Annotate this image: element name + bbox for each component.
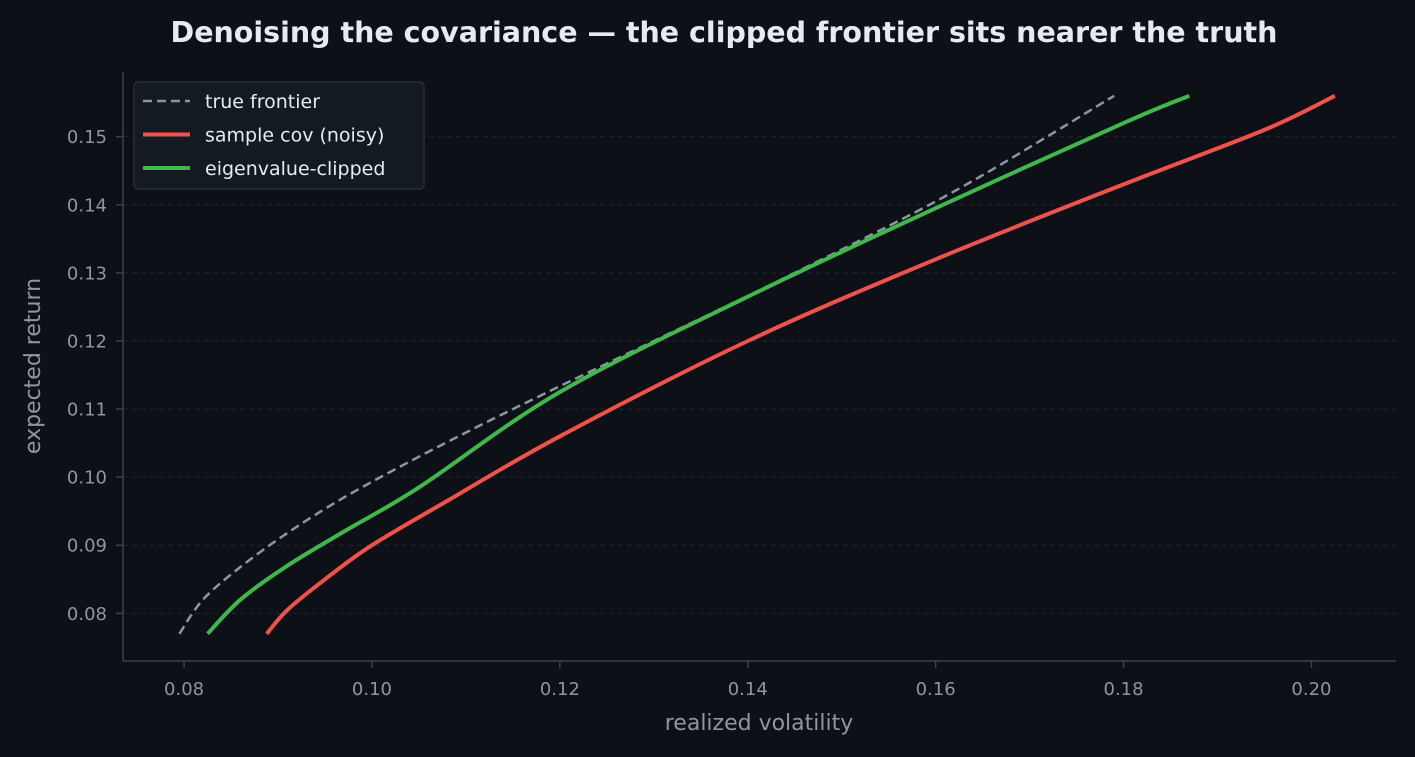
x-tick-label: 0.08 (164, 679, 204, 700)
x-tick-label: 0.10 (352, 679, 392, 700)
series-line-true-frontier (178, 94, 1115, 635)
y-tick-label: 0.15 (67, 127, 107, 148)
y-ticks: 0.08 0.09 0.10 0.11 0.12 0.13 0.14 0.15 (67, 127, 123, 625)
legend-box (133, 81, 425, 190)
x-tick-label: 0.14 (728, 679, 768, 700)
y-tick-label: 0.12 (67, 331, 107, 352)
legend-label-sample-cov-noisy: sample cov (noisy) (205, 125, 384, 147)
x-tick-label: 0.20 (1291, 679, 1331, 700)
series-line-eigenvalue-clipped (206, 93, 1191, 636)
x-ticks: 0.08 0.10 0.12 0.14 0.16 0.18 0.20 (164, 661, 1331, 700)
y-tick-label: 0.11 (67, 400, 107, 421)
series-line-sample-cov-noisy (265, 94, 1336, 636)
y-tick-label: 0.09 (67, 536, 107, 557)
chart-title: Denoising the covariance — the clipped f… (171, 16, 1278, 49)
x-tick-label: 0.18 (1104, 679, 1144, 700)
y-axis-label: expected return (21, 278, 46, 454)
y-tick-label: 0.08 (67, 604, 107, 625)
legend-label-true-frontier: true frontier (205, 91, 320, 113)
x-tick-label: 0.12 (540, 679, 580, 700)
gridlines (123, 136, 1396, 614)
x-axis-label: realized volatility (665, 711, 854, 736)
legend: true frontier sample cov (noisy) eigenvalu… (133, 81, 425, 190)
x-tick-label: 0.16 (916, 679, 956, 700)
y-tick-label: 0.14 (67, 195, 107, 216)
y-tick-label: 0.10 (67, 468, 107, 489)
y-tick-label: 0.13 (67, 263, 107, 284)
series-lines (178, 93, 1336, 636)
legend-label-eigenvalue-clipped: eigenvalue-clipped (205, 158, 385, 180)
